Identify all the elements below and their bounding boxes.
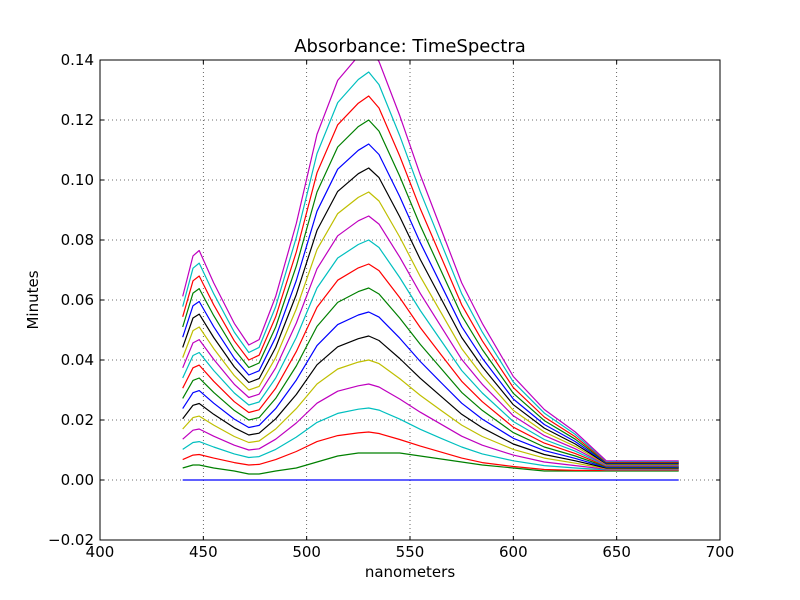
x-tick-label: 650 bbox=[602, 543, 631, 561]
x-tick-label: 700 bbox=[706, 543, 735, 561]
series-line-6 bbox=[182, 335, 679, 469]
series-line-3 bbox=[182, 407, 679, 471]
x-tick-label: 600 bbox=[499, 543, 528, 561]
y-tick-label: 0.00 bbox=[61, 471, 94, 489]
y-tick-label: 0.04 bbox=[61, 351, 94, 369]
x-tick-label: 550 bbox=[396, 543, 425, 561]
y-tick-label: 0.10 bbox=[61, 171, 94, 189]
series-line-10 bbox=[182, 239, 679, 467]
y-axis-label: Minutes bbox=[24, 270, 42, 329]
series-line-5 bbox=[182, 359, 679, 470]
y-tick-label: −0.02 bbox=[48, 531, 94, 549]
series-line-12 bbox=[182, 191, 679, 465]
chart-title: Absorbance: TimeSpectra bbox=[294, 36, 526, 57]
x-tick-label: 500 bbox=[292, 543, 321, 561]
series-line-13 bbox=[182, 167, 679, 465]
series-line-16 bbox=[182, 95, 679, 463]
series-layer bbox=[182, 60, 679, 481]
x-axis-label: nanometers bbox=[365, 563, 456, 581]
y-tick-label: 0.08 bbox=[61, 231, 94, 249]
series-line-15 bbox=[182, 119, 679, 464]
series-line-9 bbox=[182, 263, 679, 467]
series-line-14 bbox=[182, 143, 679, 464]
series-line-17 bbox=[182, 71, 679, 462]
y-tick-label: 0.02 bbox=[61, 411, 94, 429]
y-tick-label: 0.14 bbox=[61, 51, 94, 69]
series-line-18 bbox=[182, 60, 679, 462]
x-tick-label: 450 bbox=[189, 543, 218, 561]
y-tick-label: 0.12 bbox=[61, 111, 94, 129]
series-line-4 bbox=[182, 383, 679, 470]
series-line-2 bbox=[182, 431, 679, 471]
series-line-7 bbox=[182, 311, 679, 468]
series-line-11 bbox=[182, 215, 679, 466]
tick-layer: 400 450 500 550 600 650 700 −0.02 0.00 0.02 0.04 0.… bbox=[48, 51, 734, 561]
y-tick-label: 0.06 bbox=[61, 291, 94, 309]
series-line-8 bbox=[182, 287, 679, 468]
x-tick-label: 400 bbox=[86, 543, 115, 561]
